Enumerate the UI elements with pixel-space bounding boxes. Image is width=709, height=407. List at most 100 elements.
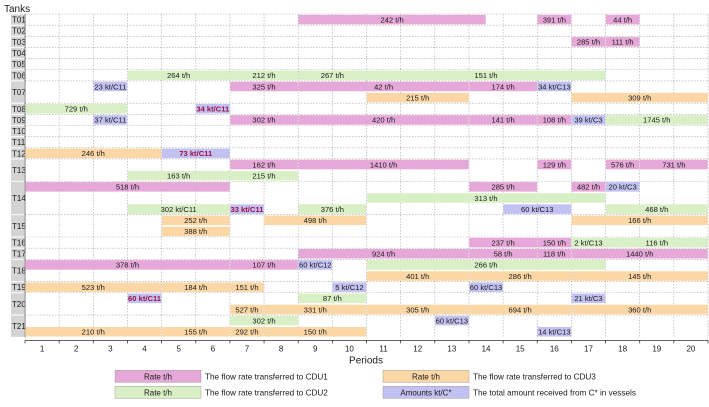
bar-label: 378 t/h [116, 261, 139, 270]
bar-label: 388 t/h [184, 227, 207, 236]
bar-label: 252 t/h [184, 216, 207, 225]
bar-label: 924 t/h [372, 250, 395, 259]
tank-label-bg [11, 248, 24, 259]
bar-cdu3 [264, 304, 367, 315]
tank-label-bg [11, 59, 24, 70]
x-tick-label: 11 [379, 344, 388, 353]
x-tick-label: 15 [516, 344, 525, 353]
bar-label: 468 t/h [645, 205, 668, 214]
bar-amount [537, 327, 572, 337]
bar-cdu1 [571, 37, 606, 47]
tank-label-bg [11, 259, 24, 282]
tank-label-bg [11, 47, 24, 59]
bar-cdu2 [605, 237, 708, 248]
x-axis-title: Periods [349, 355, 383, 366]
bar-label: 34 kt/C13 [538, 82, 571, 91]
bar-label: 37 kt/C11 [94, 116, 126, 125]
bar-amount [93, 115, 128, 125]
bar-label: 60 kt/C13 [470, 283, 503, 292]
tank-label: T03 [12, 38, 26, 47]
bar-cdu1 [298, 159, 469, 170]
bar-cdu1 [640, 159, 708, 170]
bar-label: 267 t/h [321, 71, 344, 80]
bar-label: 150 t/h [304, 328, 327, 337]
tank-label: T10 [12, 127, 26, 136]
bar-cdu3 [25, 327, 162, 337]
bar-label: 21 kt/C3 [574, 294, 602, 303]
bar-label: 141 t/h [491, 116, 514, 125]
bar-label: 210 t/h [82, 328, 105, 337]
bar-label: 87 t/h [323, 294, 342, 303]
bar-label: 42 t/h [374, 82, 393, 91]
tank-label: T19 [12, 283, 26, 292]
bar-label: 482 t/h [577, 183, 600, 192]
bar-label: 60 kt/C13 [436, 316, 469, 325]
bar-cdu1 [230, 115, 298, 125]
bar-cdu1 [25, 260, 230, 270]
bar-cdu2 [25, 104, 128, 114]
x-tick-label: 9 [313, 344, 318, 353]
bar-label: 523 t/h [82, 283, 105, 292]
bar-label: 305 t/h [406, 305, 429, 314]
bar-cdu1 [571, 182, 606, 192]
bar-cdu1 [469, 81, 537, 92]
tank-label-bg [11, 70, 24, 81]
bar-label: 292 t/h [235, 328, 258, 337]
bar-label: 145 t/h [628, 272, 651, 281]
bar-cdu3 [571, 215, 708, 226]
tank-label: T13 [12, 166, 26, 175]
tank-label: T02 [12, 27, 26, 36]
bar-label: 302 t/h [252, 316, 275, 325]
bar-cdu1 [537, 237, 572, 248]
bar-cdu3 [230, 327, 264, 337]
bar-amount [161, 148, 230, 159]
bar-label: 44 t/h [613, 15, 632, 24]
bar-label: 285 t/h [577, 38, 600, 47]
bar-label: 2 kt/C13 [574, 238, 602, 247]
bar-label: 155 t/h [184, 328, 207, 337]
bar-label: 184 t/h [184, 283, 207, 292]
tank-label-bg [11, 14, 24, 25]
bar-label: 215 t/h [252, 171, 275, 180]
tank-label: T08 [12, 105, 26, 114]
legend-description: The flow rate transferred to CDU3 [473, 372, 596, 381]
bar-label: 285 t/h [491, 183, 514, 192]
x-tick-label: 14 [482, 344, 491, 353]
bar-cdu3 [264, 215, 367, 226]
tank-label-bg [11, 237, 24, 248]
bar-label: 376 t/h [321, 205, 344, 214]
bar-cdu3 [571, 304, 708, 315]
bar-label: 107 t/h [252, 261, 275, 270]
tank-label-bg [11, 36, 24, 47]
bar-label: 73 kt/C11 [179, 149, 213, 158]
x-tick-label: 5 [176, 344, 181, 353]
x-tick-label: 1 [40, 344, 45, 353]
tank-label: T21 [12, 322, 26, 331]
bar-amount [127, 293, 162, 304]
bar-cdu3 [25, 148, 162, 159]
bar-label: 60 kt/C11 [128, 294, 162, 303]
bar-label: 1745 t/h [643, 116, 670, 125]
bar-label: 58 t/h [494, 250, 513, 259]
bar-cdu3 [264, 327, 367, 337]
tank-label: T15 [12, 222, 26, 231]
x-tick-label: 17 [584, 344, 593, 353]
bar-cdu2 [230, 315, 298, 326]
tank-label: T01 [12, 16, 26, 25]
x-tick-label: 8 [279, 344, 284, 353]
schedule-bars: 242 t/h 391 t/h 44 t/h 285 t/h 111 t/h 264 t/… [25, 14, 708, 337]
bar-cdu1 [230, 159, 298, 170]
bar-label: 264 t/h [167, 71, 190, 80]
legend-swatch-cdu1 [114, 370, 202, 383]
bar-cdu3 [25, 282, 162, 292]
tank-label: T12 [12, 149, 26, 158]
bar-label: 23 kt/C11 [94, 82, 126, 91]
bar-label: 694 t/h [509, 305, 532, 314]
bar-cdu2 [605, 204, 708, 214]
bar-label: 576 t/h [611, 160, 634, 169]
tank-label-bg [11, 81, 24, 103]
bar-cdu3 [571, 271, 708, 281]
bar-label: 729 t/h [65, 105, 88, 114]
legend-swatch-label: Rate t/h [144, 388, 172, 397]
bar-cdu1 [298, 248, 469, 259]
